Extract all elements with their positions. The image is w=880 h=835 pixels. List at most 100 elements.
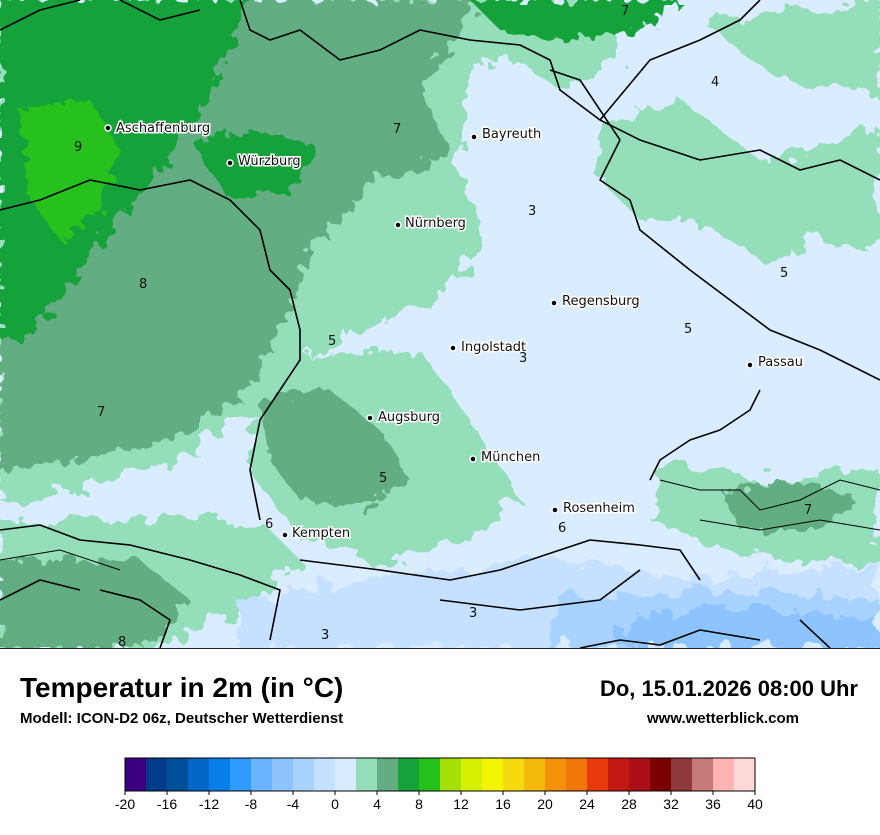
isotherm-label: 8 bbox=[139, 277, 147, 292]
isotherm-label: 6 bbox=[558, 521, 566, 536]
city-label: Würzburg bbox=[238, 154, 301, 169]
city-label: Regensburg bbox=[562, 294, 640, 309]
isotherm-label: 3 bbox=[321, 628, 329, 643]
legend-tick-label: 4 bbox=[373, 796, 381, 812]
legend-tick-label: -8 bbox=[245, 796, 258, 812]
isotherm-label: 4 bbox=[711, 75, 719, 90]
city-rosenheim[interactable]: Rosenheim bbox=[551, 500, 636, 518]
website-link[interactable]: www.wetterblick.com bbox=[647, 710, 799, 727]
legend-swatch bbox=[650, 758, 672, 791]
isotherm-label: 5 bbox=[780, 266, 788, 281]
legend-swatch bbox=[587, 758, 609, 791]
legend-swatch bbox=[146, 758, 168, 791]
legend-swatch bbox=[377, 758, 399, 791]
isotherm-label: 9 bbox=[74, 140, 82, 155]
legend-swatch bbox=[671, 758, 693, 791]
legend-swatch bbox=[713, 758, 735, 791]
isotherm-label: 7 bbox=[393, 122, 401, 137]
legend-swatch bbox=[608, 758, 630, 791]
legend-swatch bbox=[461, 758, 483, 791]
city-label: Passau bbox=[758, 355, 803, 370]
model-info: Modell: ICON-D2 06z, Deutscher Wetterdie… bbox=[20, 710, 344, 727]
city-label: Kempten bbox=[292, 526, 350, 541]
legend-swatch bbox=[734, 758, 756, 791]
city-label: Nürnberg bbox=[405, 216, 466, 231]
legend-swatch bbox=[566, 758, 588, 791]
legend-tick-label: 0 bbox=[331, 796, 339, 812]
city-label: Aschaffenburg bbox=[116, 121, 210, 136]
city-augsburg[interactable]: Augsburg bbox=[366, 409, 442, 427]
legend-tick-label: 20 bbox=[537, 796, 553, 812]
temperature-map: Aschaffenburg Würzburg Bayreuth Nürnberg… bbox=[0, 0, 880, 649]
legend-swatch bbox=[503, 758, 525, 791]
map-title: Temperatur in 2m (in °C) bbox=[20, 672, 344, 703]
legend-swatch bbox=[629, 758, 651, 791]
map-canvas: Aschaffenburg Würzburg Bayreuth Nürnberg… bbox=[0, 0, 880, 648]
legend-swatch bbox=[692, 758, 714, 791]
legend-tick-label: 40 bbox=[747, 796, 763, 812]
isotherm-labels: 7 4 9 7 3 8 5 5 3 5 7 5 6 6 7 8 3 3 bbox=[74, 4, 812, 648]
city-kempten[interactable]: Kempten bbox=[281, 525, 352, 543]
city-label: Rosenheim bbox=[563, 501, 635, 516]
isotherm-label: 7 bbox=[97, 405, 105, 420]
border-lines-thin bbox=[0, 479, 880, 571]
city-nuernberg[interactable]: Nürnberg bbox=[394, 215, 467, 233]
isotherm-label: 3 bbox=[519, 351, 527, 366]
legend-frame bbox=[124, 757, 756, 792]
legend-swatch bbox=[188, 758, 210, 791]
isotherm-label: 3 bbox=[528, 204, 536, 219]
city-passau[interactable]: Passau bbox=[746, 354, 804, 372]
temp-band-8-10 bbox=[20, 100, 120, 240]
legend-swatch bbox=[398, 758, 420, 791]
city-label: Augsburg bbox=[378, 410, 440, 425]
legend-tick-label: -20 bbox=[115, 796, 135, 812]
city-label: Bayreuth bbox=[482, 127, 541, 142]
isotherm-label: 7 bbox=[804, 503, 812, 518]
legend-swatch bbox=[125, 758, 147, 791]
legend-tick-label: 8 bbox=[415, 796, 423, 812]
legend-swatch bbox=[440, 758, 462, 791]
legend-swatch bbox=[272, 758, 294, 791]
city-bayreuth[interactable]: Bayreuth bbox=[470, 126, 543, 144]
legend-swatch bbox=[209, 758, 231, 791]
legend-swatch bbox=[545, 758, 567, 791]
city-regensburg[interactable]: Regensburg bbox=[550, 293, 641, 311]
isotherm-label: 7 bbox=[621, 4, 629, 19]
legend-swatch bbox=[419, 758, 441, 791]
legend-tick-label: 36 bbox=[705, 796, 721, 812]
legend-tick-label: 24 bbox=[579, 796, 595, 812]
legend-swatch bbox=[524, 758, 546, 791]
legend-swatch bbox=[251, 758, 273, 791]
city-label: Ingolstadt bbox=[461, 340, 526, 355]
legend-tick-label: 32 bbox=[663, 796, 679, 812]
legend-swatch bbox=[314, 758, 336, 791]
city-wuerzburg[interactable]: Würzburg bbox=[226, 153, 302, 171]
legend-swatch bbox=[167, 758, 189, 791]
legend-tick-label: 28 bbox=[621, 796, 637, 812]
legend-swatch bbox=[482, 758, 504, 791]
legend-swatch bbox=[230, 758, 252, 791]
legend-swatch bbox=[293, 758, 315, 791]
isotherm-label: 6 bbox=[265, 517, 273, 532]
city-muenchen[interactable]: München bbox=[469, 449, 542, 467]
city-aschaffenburg[interactable]: Aschaffenburg bbox=[104, 120, 212, 138]
isotherm-label: 5 bbox=[684, 322, 692, 337]
city-ingolstadt[interactable]: Ingolstadt bbox=[449, 339, 528, 357]
border-lines bbox=[0, 0, 880, 648]
legend-tick-label: -16 bbox=[157, 796, 177, 812]
legend-swatch bbox=[356, 758, 378, 791]
isotherm-label: 5 bbox=[379, 471, 387, 486]
isotherm-label: 5 bbox=[328, 334, 336, 349]
isotherm-label: 8 bbox=[118, 635, 126, 648]
legend-tick-label: 12 bbox=[453, 796, 469, 812]
forecast-datetime: Do, 15.01.2026 08:00 Uhr bbox=[599, 676, 858, 701]
legend-swatch bbox=[335, 758, 357, 791]
temp-band-6-8 bbox=[0, 0, 680, 340]
color-legend: -20 -16 -12 -8 -4 0 4 8 12 16 20 24 28 32 36 40 bbox=[0, 750, 880, 830]
city-markers: Aschaffenburg Würzburg Bayreuth Nürnberg… bbox=[104, 120, 804, 543]
legend-tick-label: -12 bbox=[199, 796, 219, 812]
legend-tick-label: -4 bbox=[287, 796, 300, 812]
isotherm-label: 3 bbox=[469, 606, 477, 621]
legend-tick-label: 16 bbox=[495, 796, 511, 812]
legend-colorbar: -20 -16 -12 -8 -4 0 4 8 12 16 20 24 28 32 36 40 bbox=[115, 757, 763, 812]
